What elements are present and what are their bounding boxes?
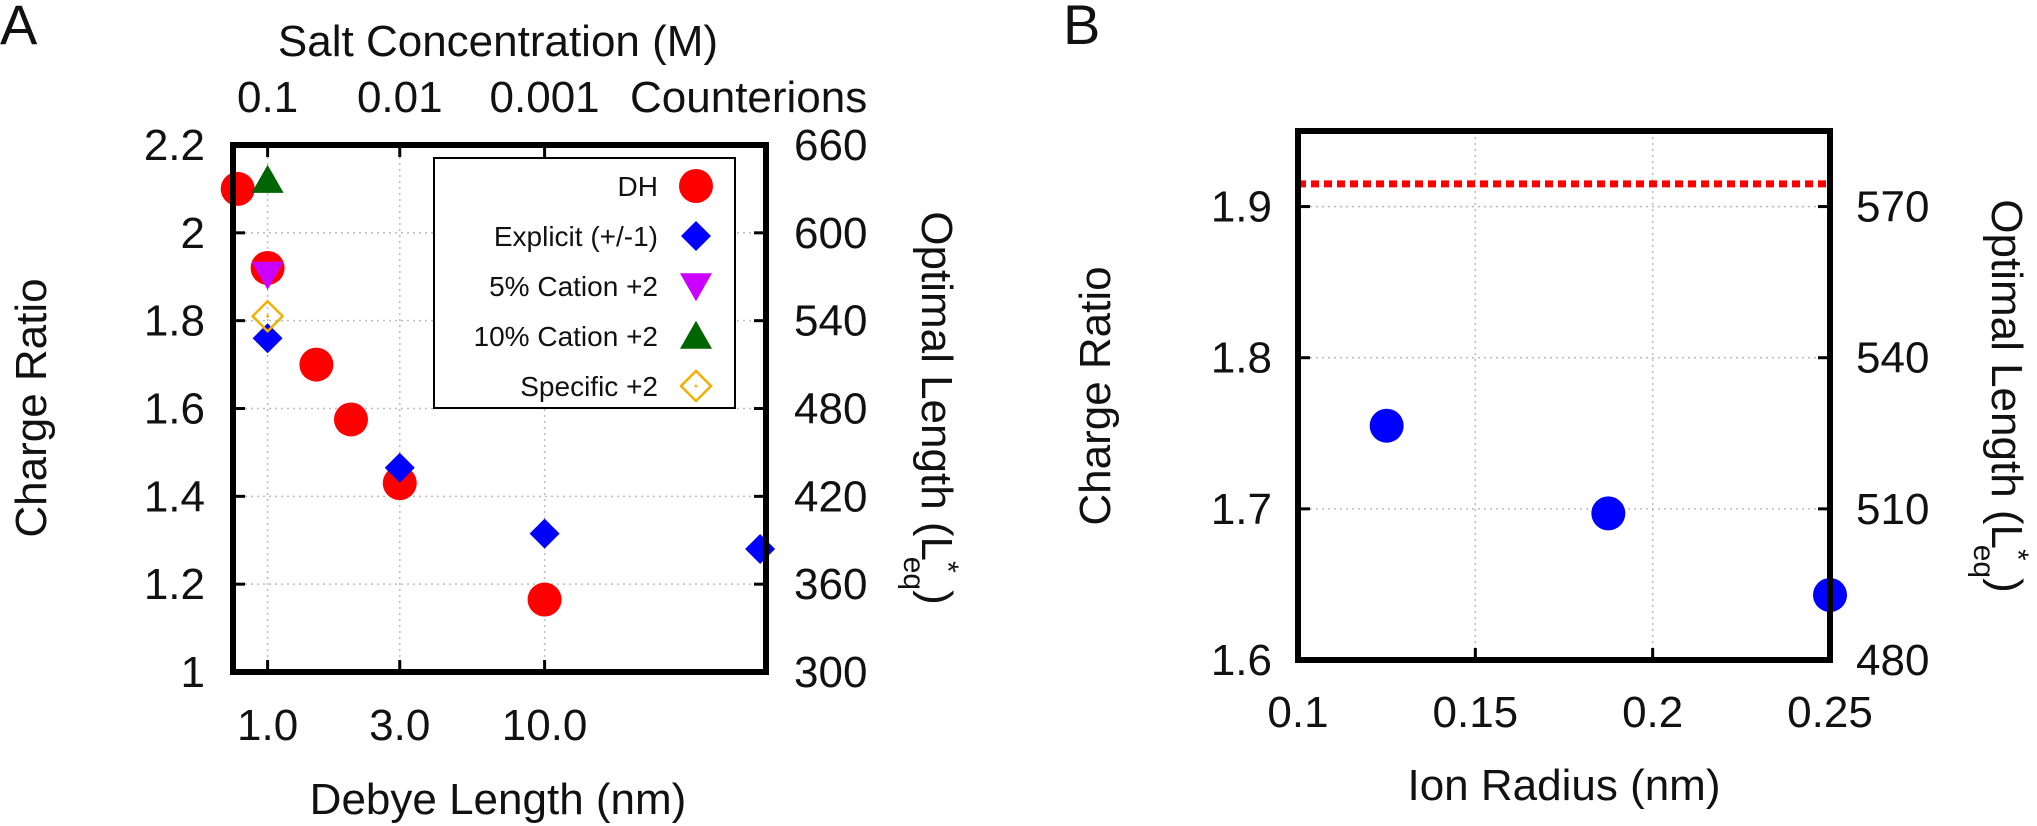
y2-axis-label-sub: eq bbox=[1967, 545, 2000, 578]
y-tick-label: 1.9 bbox=[1211, 183, 1272, 232]
y-tick-label: 1.7 bbox=[1211, 485, 1272, 534]
y2-axis-label-main: Optimal Length (L bbox=[1982, 199, 2031, 549]
y2-tick-label: 480 bbox=[794, 385, 867, 434]
point-circle-0 bbox=[220, 171, 255, 206]
y2-tick-label: 360 bbox=[794, 560, 867, 609]
panel-label-a: A bbox=[0, 0, 38, 56]
y2-axis-label-sup: * bbox=[931, 561, 964, 573]
y-tick-label: 1.6 bbox=[144, 385, 205, 434]
point-diamond-open-0 bbox=[250, 299, 285, 334]
y2-tick-label: 660 bbox=[794, 121, 867, 170]
legend-marker-2 bbox=[680, 273, 712, 302]
point-circle-3 bbox=[333, 402, 368, 437]
y-tick-label: 2.2 bbox=[144, 121, 205, 170]
y-axis-label: Charge Ratio bbox=[1071, 266, 1120, 525]
top-tick-label: 0.01 bbox=[357, 73, 443, 122]
x-tick-label: 10.0 bbox=[502, 701, 588, 750]
point-diamond-2 bbox=[529, 518, 560, 549]
y2-axis-label: Optimal Length (L*eq) bbox=[897, 211, 964, 604]
y-tick-label: 1.8 bbox=[1211, 334, 1272, 383]
point-diamond-3 bbox=[745, 534, 776, 565]
y2-tick-label: 420 bbox=[794, 472, 867, 521]
legend-marker-0 bbox=[679, 169, 713, 203]
panel-label-b: B bbox=[1063, 0, 1100, 56]
top-tick-label: 0.001 bbox=[490, 73, 600, 122]
y2-tick-label: 600 bbox=[794, 209, 867, 258]
x-axis-label: Debye Length (nm) bbox=[310, 775, 687, 824]
point-triangle-up-0 bbox=[251, 164, 284, 193]
y-tick-label: 1.6 bbox=[1211, 636, 1272, 685]
legend-marker-4-dot bbox=[694, 384, 698, 388]
y2-axis-label-sub: eq bbox=[897, 557, 930, 590]
top-axis-label: Salt Concentration (M) bbox=[278, 17, 718, 66]
legend-marker-3 bbox=[680, 320, 712, 349]
y-tick-label: 2 bbox=[181, 209, 205, 258]
y-tick-label: 1 bbox=[181, 648, 205, 697]
legend-marker-4 bbox=[679, 369, 713, 403]
y2-axis-label-sup: * bbox=[2001, 549, 2034, 561]
x-tick-label: 0.1 bbox=[1267, 688, 1328, 737]
point-diamond-open-0-dot bbox=[266, 314, 270, 318]
y-tick-label: 1.4 bbox=[144, 472, 205, 521]
point-circle-4 bbox=[382, 466, 417, 501]
point-diamond-1 bbox=[384, 452, 415, 483]
x-tick-label: 0.2 bbox=[1622, 688, 1683, 737]
x-tick-label: 3.0 bbox=[369, 701, 430, 750]
legend-box bbox=[433, 157, 736, 409]
y2-axis-label: Optimal Length (L*eq) bbox=[1967, 199, 2034, 592]
point-circle-2 bbox=[299, 347, 334, 382]
top-extra-label: Counterions bbox=[630, 73, 867, 122]
y2-axis-label-main: Optimal Length (L bbox=[912, 211, 961, 561]
point-triangle-down-0 bbox=[251, 261, 284, 290]
legend-label: 5% Cation +2 bbox=[489, 271, 658, 302]
legend: DH Explicit (+/-1) 5% Cation +2 10% Cation … bbox=[433, 157, 736, 409]
y2-tick-label: 540 bbox=[794, 297, 867, 346]
x-tick-label: 0.15 bbox=[1433, 688, 1519, 737]
y-tick-label: 1.8 bbox=[144, 297, 205, 346]
point-circle-5 bbox=[527, 582, 562, 617]
x-tick-label: 1.0 bbox=[237, 701, 298, 750]
point-circle-0 bbox=[1369, 408, 1404, 443]
y2-tick-label: 300 bbox=[794, 648, 867, 697]
y2-tick-label: 480 bbox=[1856, 636, 1929, 685]
x-tick-label: 0.25 bbox=[1787, 688, 1873, 737]
panel-a: A 1 1.2 1.4 1.6 1.8 2 2.2 300 360 420 480 540 600 660 1… bbox=[0, 0, 964, 824]
y2-tick-label: 570 bbox=[1856, 183, 1929, 232]
legend-label: Specific +2 bbox=[520, 371, 658, 402]
plot-frame-b bbox=[1295, 128, 1833, 663]
y2-tick-label: 510 bbox=[1856, 485, 1929, 534]
y2-tick-label: 540 bbox=[1856, 334, 1929, 383]
legend-marker-4-outline bbox=[679, 369, 713, 403]
top-tick-label: 0.1 bbox=[237, 73, 298, 122]
legend-label: 10% Cation +2 bbox=[474, 321, 658, 352]
point-circle-1 bbox=[1591, 496, 1626, 531]
panel-b: B 1.6 1.7 1.8 1.9 480 510 540 570 0.1 0.15 0.2 0.25 I… bbox=[1063, 0, 2034, 810]
y2-axis-label-close: ) bbox=[1982, 578, 2031, 593]
point-diamond-0 bbox=[252, 323, 283, 354]
plot-frame-a bbox=[230, 142, 769, 675]
legend-label: Explicit (+/-1) bbox=[494, 221, 658, 252]
y-axis-label: Charge Ratio bbox=[7, 278, 56, 537]
y-tick-label: 1.2 bbox=[144, 560, 205, 609]
legend-label: DH bbox=[618, 171, 658, 202]
y2-axis-label-close: ) bbox=[912, 590, 961, 605]
legend-marker-1 bbox=[681, 221, 711, 251]
point-diamond-open-0-outline bbox=[250, 299, 285, 334]
x-axis-label: Ion Radius (nm) bbox=[1407, 761, 1720, 810]
